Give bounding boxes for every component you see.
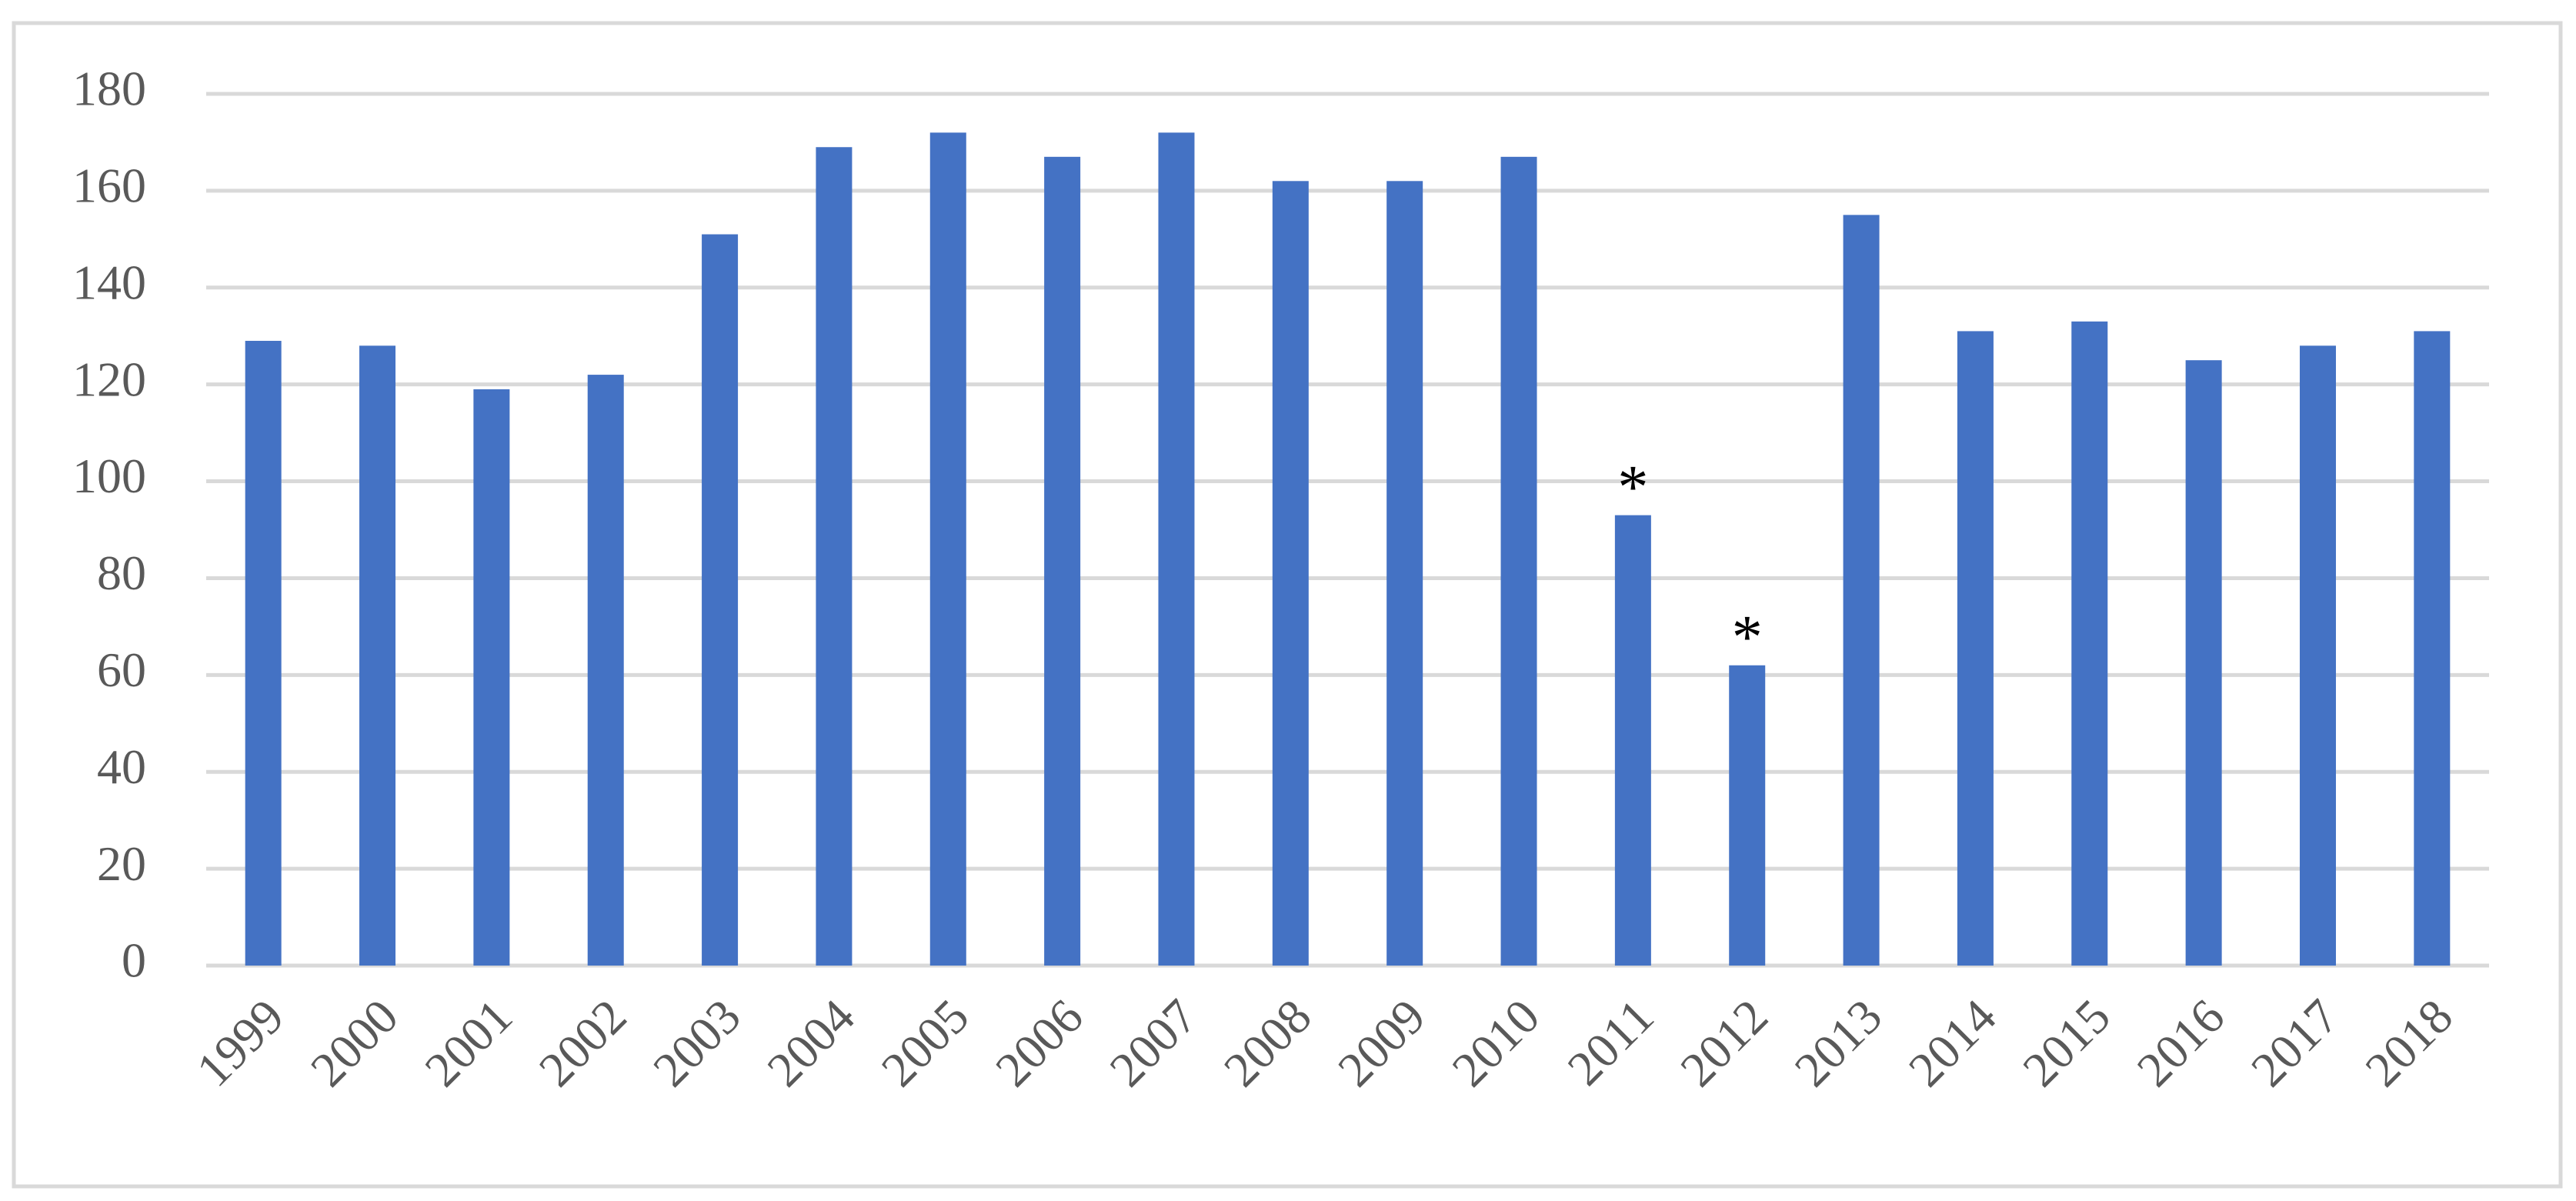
bar [1729, 665, 1766, 966]
bar [1614, 515, 1651, 966]
bar [929, 132, 966, 966]
bar [1386, 181, 1423, 966]
bar [816, 147, 853, 966]
bar [245, 341, 282, 966]
annotation: * [1732, 604, 1763, 672]
bar [473, 389, 510, 966]
y-tick-label: 0 [122, 933, 146, 988]
bar [1843, 215, 1880, 966]
bar [2185, 360, 2222, 966]
annotation: * [1617, 454, 1648, 522]
y-tick-label: 180 [72, 62, 146, 116]
bar [587, 375, 624, 966]
bar [1044, 156, 1081, 966]
bar [1957, 331, 1994, 966]
y-tick-label: 40 [97, 739, 146, 794]
bar [2414, 331, 2451, 966]
y-tick-label: 100 [72, 449, 146, 503]
bar [2071, 321, 2108, 966]
bar [1158, 132, 1195, 966]
y-tick-label: 120 [72, 352, 146, 406]
bar [359, 345, 396, 966]
y-tick-label: 60 [97, 642, 146, 697]
bar [1272, 181, 1309, 966]
y-tick-label: 160 [72, 158, 146, 213]
bar [702, 234, 739, 966]
bar [1500, 156, 1537, 966]
y-tick-label: 140 [72, 255, 146, 309]
y-tick-label: 80 [97, 545, 146, 600]
y-tick-label: 20 [97, 836, 146, 891]
bar [2299, 345, 2336, 966]
